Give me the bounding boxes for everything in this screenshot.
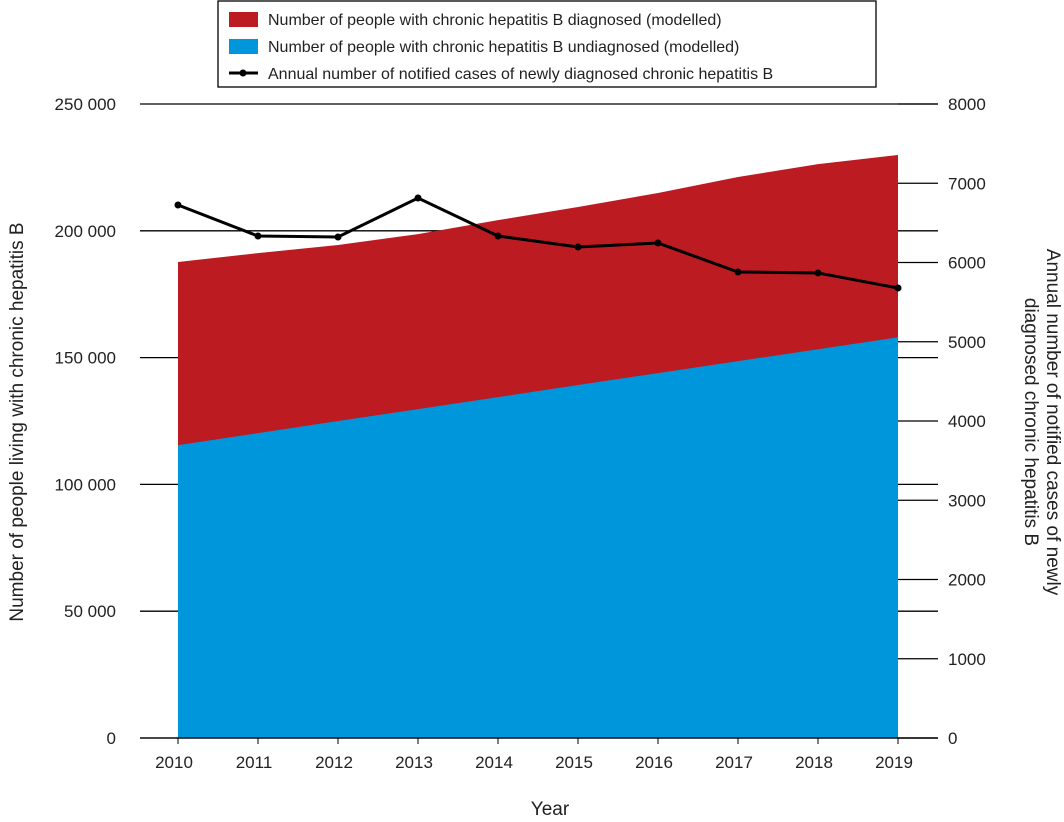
- x-tick-label: 2019: [875, 753, 913, 772]
- x-tick-label: 2013: [395, 753, 433, 772]
- y2-tick-label: 3000: [948, 491, 986, 510]
- legend-label: Number of people with chronic hepatitis …: [268, 12, 722, 29]
- legend-label: Annual number of notified cases of newly…: [268, 66, 773, 83]
- x-tick-label: 2010: [155, 753, 193, 772]
- y-tick-label: 200 000: [55, 222, 116, 241]
- y2-axis-label: Annual number of notified cases of newly: [1042, 249, 1063, 596]
- y-tick-label: 250 000: [55, 95, 116, 114]
- notified-line: [177, 196, 899, 290]
- notified-point: [734, 268, 742, 276]
- y2-axis-label: diagnosed chronic hepatitis B: [1020, 298, 1041, 546]
- y2-tick-label: 1000: [948, 650, 986, 669]
- x-tick-label: 2016: [635, 753, 673, 772]
- x-tick-label: 2011: [236, 753, 273, 772]
- y-tick-label: 150 000: [55, 349, 116, 368]
- notified-point: [174, 201, 182, 209]
- notified-point: [414, 194, 422, 202]
- y2-tick-label: 2000: [948, 571, 986, 590]
- y2-tick-label: 6000: [948, 254, 986, 273]
- notified-point: [574, 243, 582, 251]
- y-tick-label: 100 000: [55, 475, 116, 494]
- legend: [217, 0, 877, 88]
- x-tick-label: 2015: [555, 753, 593, 772]
- x-tick-label: 2017: [715, 753, 753, 772]
- x-axis-label: Year: [531, 799, 570, 820]
- notified-point: [334, 233, 342, 241]
- x-tick-label: 2012: [315, 753, 353, 772]
- x-tick-label: 2018: [795, 753, 833, 772]
- notified-point: [654, 239, 662, 247]
- y-tick-label: 50 000: [64, 602, 116, 621]
- notified-point: [894, 284, 902, 292]
- y2-tick-label: 8000: [948, 95, 986, 114]
- x-tick-label: 2014: [475, 753, 513, 772]
- notified-point: [814, 269, 822, 277]
- y2-tick-label: 0: [948, 729, 957, 748]
- notified-point: [254, 232, 262, 240]
- legend-swatch-marker: [239, 69, 247, 77]
- legend-label: Number of people with chronic hepatitis …: [268, 39, 739, 56]
- area-undiagnosed: [178, 337, 898, 738]
- notified-point: [494, 232, 502, 240]
- y2-tick-label: 5000: [948, 333, 986, 352]
- legend-swatch-diagnosed: [229, 12, 258, 27]
- y-axis-label: Number of people living with chronic hep…: [7, 222, 28, 621]
- y2-tick-label: 4000: [948, 412, 986, 431]
- legend-swatch-undiagnosed: [229, 39, 258, 54]
- y-tick-label: 0: [107, 729, 116, 748]
- y2-tick-label: 7000: [948, 174, 986, 193]
